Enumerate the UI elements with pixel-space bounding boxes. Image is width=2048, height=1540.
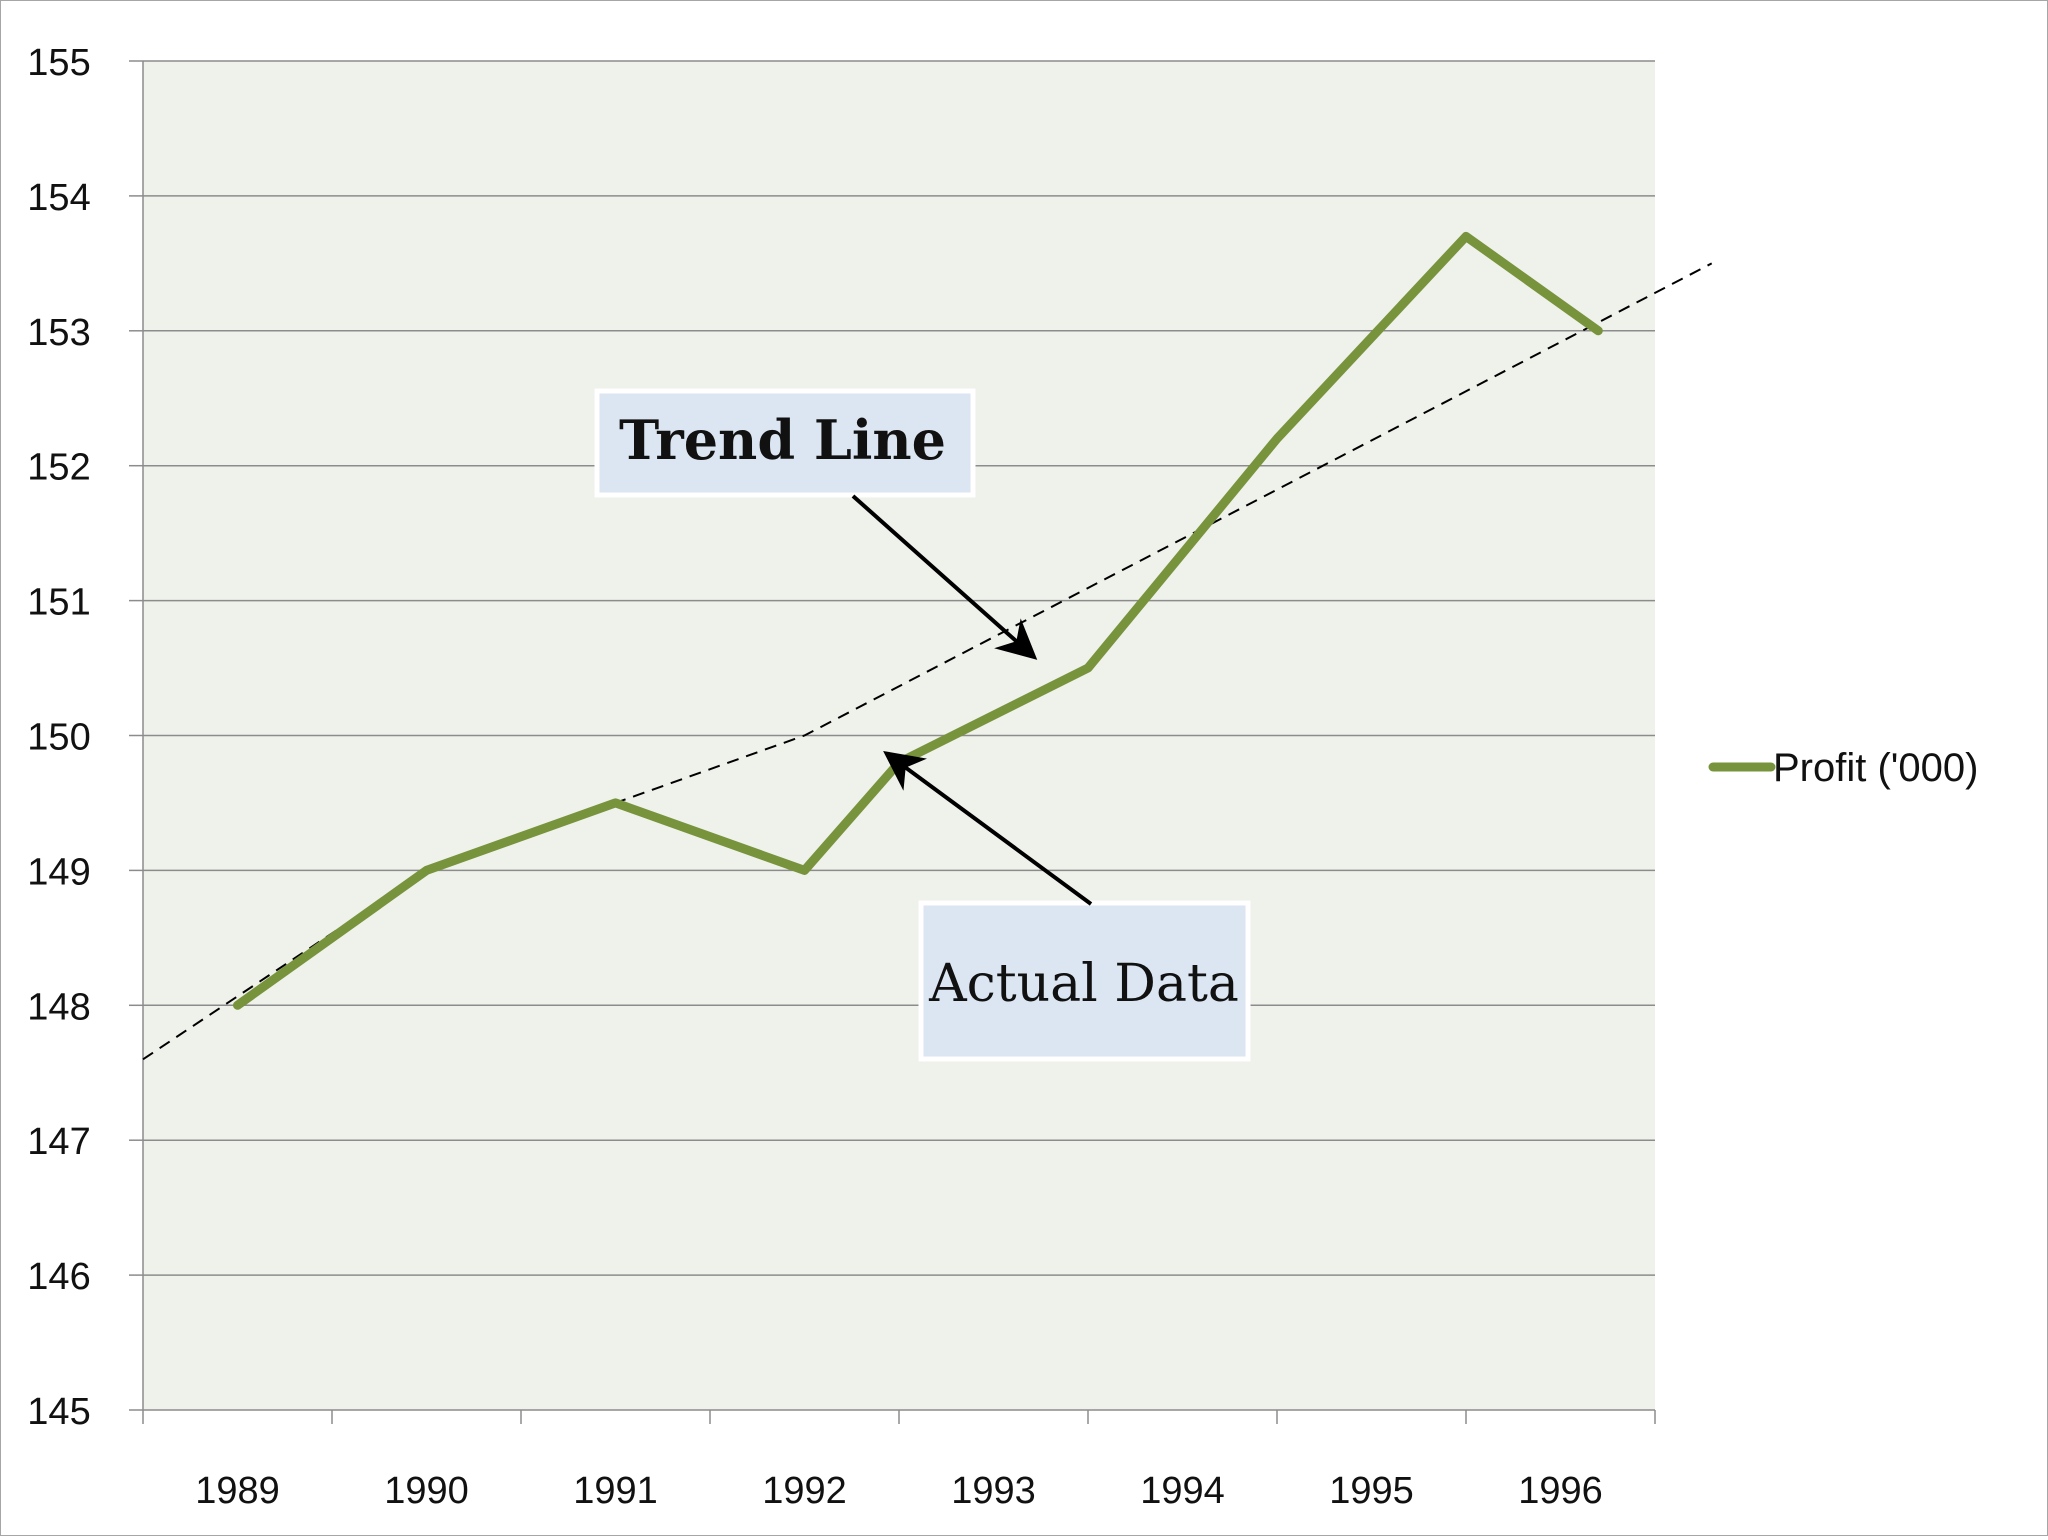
x-tick-label: 1990 (384, 1470, 469, 1512)
y-tick-label: 152 (27, 447, 90, 489)
y-tick-label: 146 (27, 1256, 90, 1298)
y-tick-label: 148 (27, 986, 90, 1028)
y-tick-label: 154 (27, 177, 90, 219)
y-tick-label: 151 (27, 582, 90, 624)
x-tick-label: 1996 (1518, 1470, 1603, 1512)
x-tick-label: 1992 (762, 1470, 847, 1512)
y-tick-label: 153 (27, 312, 90, 354)
x-tick-label: 1993 (951, 1470, 1036, 1512)
x-tick-label: 1995 (1329, 1470, 1414, 1512)
annotation-arrow-trend-line (851, 494, 1038, 660)
x-tick-label: 1991 (573, 1470, 658, 1512)
annotation-arrow-actual-data (883, 750, 1093, 906)
axes: 145 146 147 148 149 150 151 152 153 154 155 1989 199… (27, 42, 1656, 1512)
gridlines (143, 60, 1655, 1276)
annotation-layer: Trend Line Actual Data (594, 388, 1251, 1062)
y-tick-label: 147 (27, 1121, 90, 1163)
annotation-label-actual-data: Actual Data (928, 954, 1239, 1014)
y-tick-label: 149 (27, 851, 90, 893)
annotation-box-actual-data (918, 900, 1251, 1062)
annotation-label-trend-line: Trend Line (619, 408, 946, 472)
x-tick-label: 1994 (1140, 1470, 1225, 1512)
annotation-box-trend-line (594, 388, 976, 498)
legend-label: Profit ('000) (1773, 746, 1979, 790)
y-tick-label: 150 (27, 717, 90, 759)
x-tick-label: 1989 (195, 1470, 280, 1512)
y-tick-label: 145 (27, 1391, 90, 1433)
legend: Profit ('000) (1708, 746, 1979, 790)
y-tick-label: 155 (27, 42, 90, 84)
